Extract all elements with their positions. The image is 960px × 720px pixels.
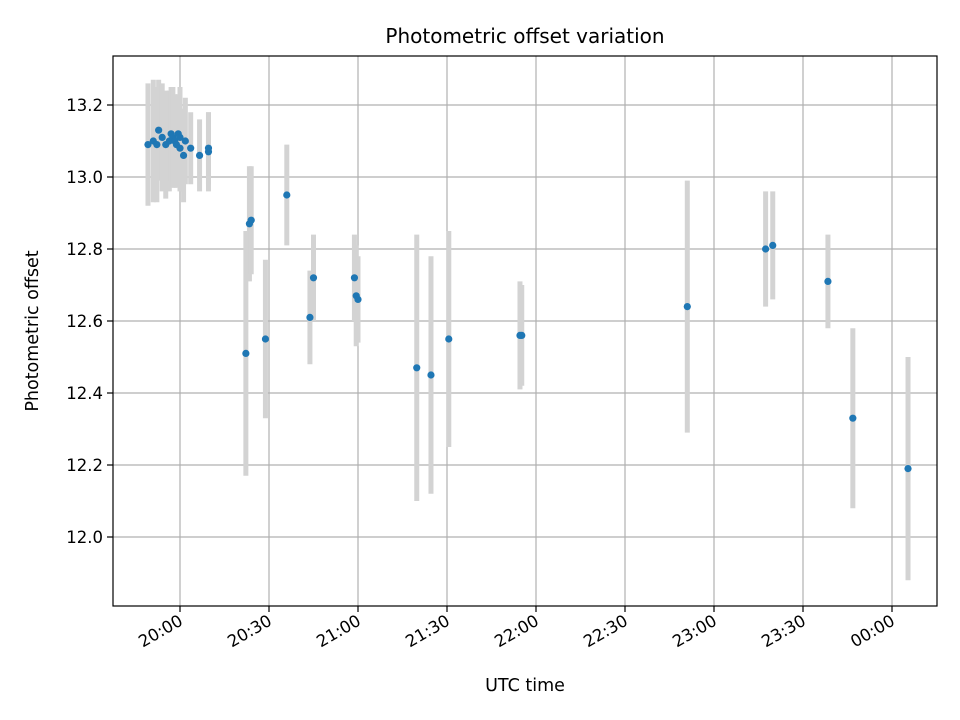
y-tick-label: 12.0 — [66, 528, 103, 547]
data-point — [350, 274, 359, 282]
y-tick-label: 12.2 — [66, 456, 103, 475]
data-point — [158, 133, 166, 141]
data-point — [309, 274, 318, 282]
data-point — [283, 191, 291, 199]
data-point — [427, 371, 435, 379]
y-tick-label: 12.8 — [66, 240, 103, 259]
data-point — [824, 277, 832, 285]
y-tick-label: 12.4 — [66, 384, 103, 403]
data-point — [762, 245, 770, 253]
data-point — [153, 141, 161, 149]
data-point — [204, 144, 213, 152]
data-point — [155, 126, 163, 134]
data-point — [176, 144, 184, 152]
data-points — [144, 126, 912, 473]
data-point — [904, 465, 912, 473]
data-point — [247, 216, 255, 224]
data-point — [769, 241, 777, 249]
data-point — [683, 303, 691, 311]
data-point — [176, 133, 184, 141]
data-point — [849, 414, 857, 422]
data-point — [261, 335, 270, 343]
data-point — [445, 335, 453, 343]
data-point — [144, 141, 152, 149]
y-tick-label: 13.2 — [66, 96, 103, 115]
data-point — [179, 151, 188, 159]
data-point — [242, 349, 250, 357]
plot-frame — [112, 55, 938, 607]
grid — [113, 56, 937, 606]
data-point — [187, 144, 195, 152]
data-point — [354, 295, 362, 303]
y-axis-ticks: 12.0 12.2 12.4 12.6 12.8 13.0 13.2 — [66, 96, 113, 547]
data-point — [413, 364, 421, 372]
data-point — [518, 331, 526, 339]
data-point — [306, 313, 314, 321]
y-tick-label: 13.0 — [66, 168, 103, 187]
y-axis-label: Photometric offset — [23, 250, 43, 411]
y-tick-label: 12.6 — [66, 312, 103, 331]
data-point — [195, 151, 204, 159]
x-axis-label: UTC time — [485, 676, 565, 696]
data-point — [181, 137, 189, 145]
chart-title: Photometric offset variation — [385, 24, 664, 48]
